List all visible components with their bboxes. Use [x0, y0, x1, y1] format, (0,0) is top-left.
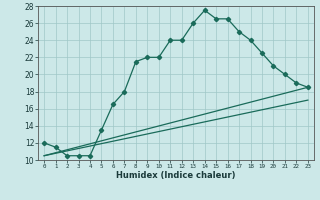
- X-axis label: Humidex (Indice chaleur): Humidex (Indice chaleur): [116, 171, 236, 180]
